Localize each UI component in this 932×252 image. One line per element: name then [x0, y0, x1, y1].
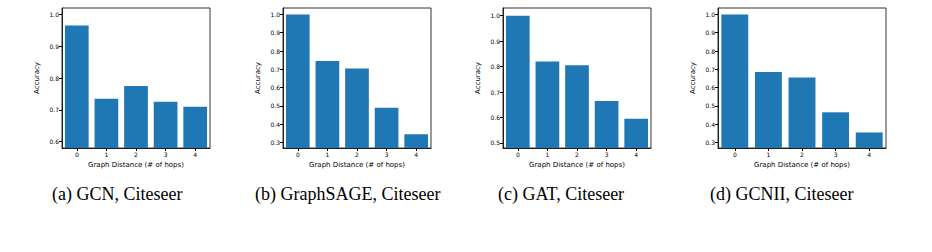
- svg-text:2: 2: [575, 151, 579, 158]
- svg-text:2: 2: [134, 151, 138, 158]
- svg-text:0.5: 0.5: [490, 139, 500, 146]
- svg-text:Graph Distance (# of hops): Graph Distance (# of hops): [88, 161, 184, 169]
- svg-text:0.4: 0.4: [705, 121, 715, 128]
- svg-text:0.9: 0.9: [49, 43, 59, 50]
- svg-text:0.7: 0.7: [49, 106, 59, 113]
- svg-text:Accuracy: Accuracy: [254, 62, 262, 94]
- svg-text:0.6: 0.6: [705, 84, 715, 91]
- svg-text:0.8: 0.8: [705, 48, 715, 55]
- svg-text:0.6: 0.6: [270, 84, 280, 91]
- svg-text:1.0: 1.0: [490, 12, 500, 19]
- svg-text:0.9: 0.9: [270, 29, 280, 36]
- svg-text:0.3: 0.3: [705, 139, 715, 146]
- svg-text:0.5: 0.5: [270, 102, 280, 109]
- svg-text:1: 1: [325, 151, 329, 158]
- svg-text:(b) GraphSAGE, Citeseer: (b) GraphSAGE, Citeseer: [255, 184, 440, 205]
- svg-text:0: 0: [296, 151, 300, 158]
- svg-text:3: 3: [164, 151, 168, 158]
- svg-text:1: 1: [545, 151, 549, 158]
- svg-text:0.9: 0.9: [490, 38, 500, 45]
- svg-text:2: 2: [800, 151, 804, 158]
- svg-text:0: 0: [516, 151, 520, 158]
- svg-text:(d) GCNII, Citeseer: (d) GCNII, Citeseer: [710, 184, 853, 205]
- svg-text:0.4: 0.4: [270, 121, 280, 128]
- svg-text:4: 4: [193, 151, 197, 158]
- svg-text:0.7: 0.7: [270, 66, 280, 73]
- svg-text:Graph Distance (# of hops): Graph Distance (# of hops): [754, 161, 850, 169]
- svg-text:Graph Distance (# of hops): Graph Distance (# of hops): [309, 161, 405, 169]
- svg-text:Accuracy: Accuracy: [474, 62, 482, 94]
- svg-text:4: 4: [414, 151, 418, 158]
- svg-text:0.7: 0.7: [490, 89, 500, 96]
- svg-text:0.8: 0.8: [490, 63, 500, 70]
- svg-text:1.0: 1.0: [49, 11, 59, 18]
- svg-text:3: 3: [605, 151, 609, 158]
- svg-text:0.8: 0.8: [49, 75, 59, 82]
- svg-text:Graph Distance (# of hops): Graph Distance (# of hops): [529, 161, 625, 169]
- svg-text:2: 2: [355, 151, 359, 158]
- svg-text:(c) GAT, Citeseer: (c) GAT, Citeseer: [498, 184, 624, 205]
- svg-text:3: 3: [385, 151, 389, 158]
- svg-text:0: 0: [733, 151, 737, 158]
- svg-text:0.5: 0.5: [705, 102, 715, 109]
- svg-text:3: 3: [834, 151, 838, 158]
- svg-text:0.6: 0.6: [49, 138, 59, 145]
- svg-text:0.7: 0.7: [705, 66, 715, 73]
- svg-text:Accuracy: Accuracy: [689, 62, 697, 94]
- svg-text:4: 4: [867, 151, 871, 158]
- svg-text:4: 4: [634, 151, 638, 158]
- svg-text:0: 0: [75, 151, 79, 158]
- svg-text:1: 1: [104, 151, 108, 158]
- svg-text:0.6: 0.6: [490, 114, 500, 121]
- svg-text:Accuracy: Accuracy: [33, 62, 41, 94]
- svg-text:(a) GCN, Citeseer: (a) GCN, Citeseer: [52, 184, 182, 205]
- svg-text:0.3: 0.3: [270, 139, 280, 146]
- svg-text:1: 1: [766, 151, 770, 158]
- svg-text:1.0: 1.0: [705, 11, 715, 18]
- svg-text:1.0: 1.0: [270, 11, 280, 18]
- svg-text:0.9: 0.9: [705, 29, 715, 36]
- svg-text:0.8: 0.8: [270, 48, 280, 55]
